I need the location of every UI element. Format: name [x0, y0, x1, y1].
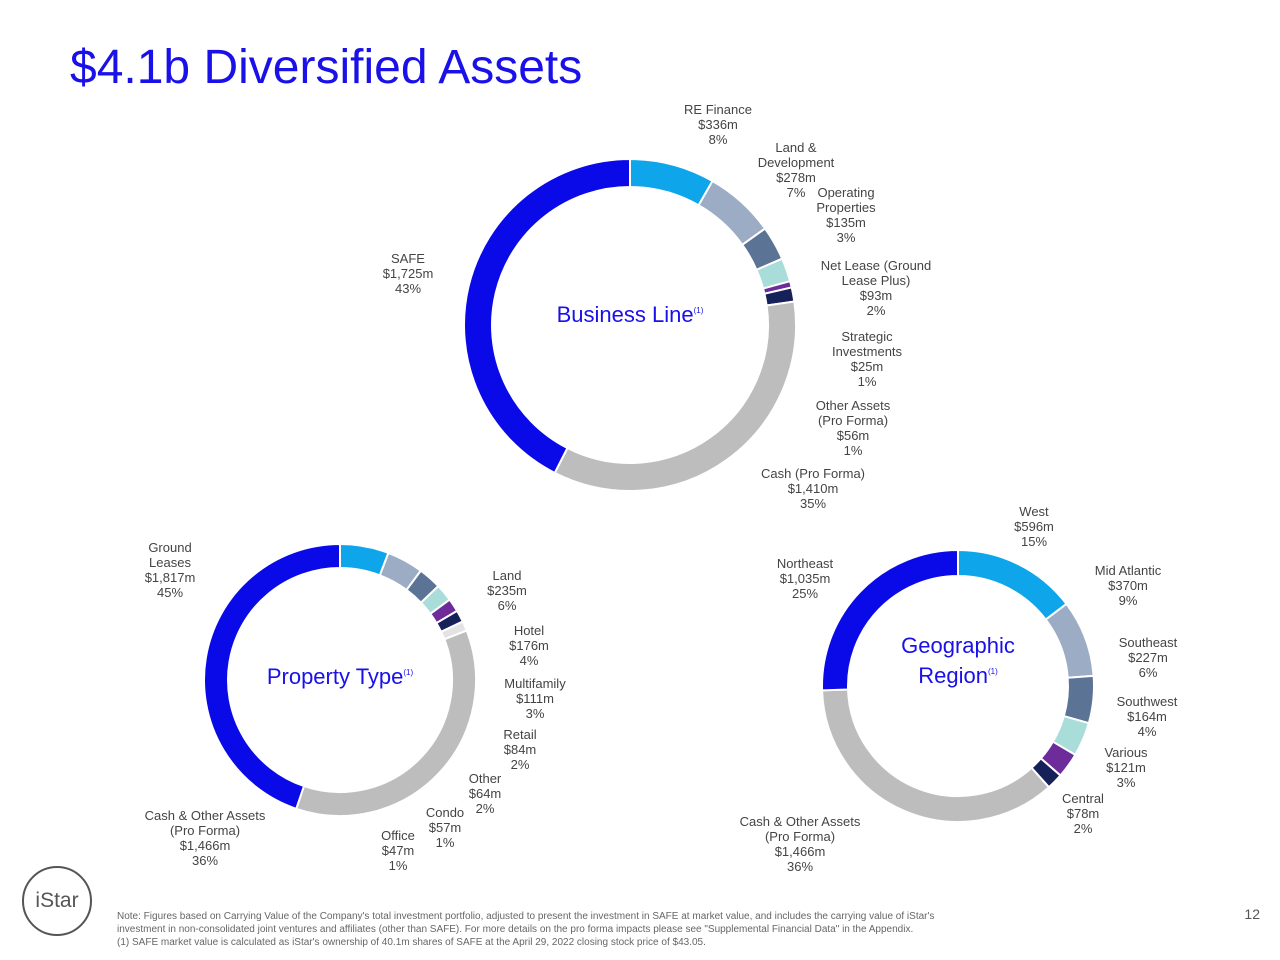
footnote-line: investment in non-consolidated joint ven…	[117, 924, 914, 935]
slice-label: Central $78m 2%	[1062, 791, 1104, 836]
slice-label: Southeast $227m 6%	[1119, 635, 1178, 680]
donut-slice	[203, 542, 341, 811]
page-number: 12	[1244, 906, 1260, 922]
donut-slice	[1062, 674, 1095, 725]
slice-label: Various $121m 3%	[1104, 745, 1148, 790]
donut-slice	[821, 688, 1051, 823]
donut-slice	[553, 300, 797, 492]
page-title: $4.1b Diversified Assets	[70, 41, 583, 94]
slice-label: Other Assets (Pro Forma) $56m 1%	[816, 398, 891, 458]
slice-label: Strategic Investments $25m 1%	[832, 329, 903, 389]
footnote-line: (1) SAFE market value is calculated as i…	[117, 937, 706, 948]
geographic-region-donut: West $596m 15% Mid Atlantic $370m 9% Southeast…	[740, 504, 1178, 874]
donut-slice	[629, 157, 714, 207]
slice-label: Office $47m 1%	[381, 828, 415, 873]
donut-slice	[821, 548, 959, 692]
slice-label: Hotel $176m 4%	[509, 623, 549, 668]
slice-label: Retail $84m 2%	[503, 727, 536, 772]
slice-label: Land & Development $278m 7%	[758, 140, 835, 200]
donut-center-label: Property Type(1)	[267, 664, 414, 689]
slice-label: Cash & Other Assets (Pro Forma) $1,466m 36%	[740, 814, 861, 874]
slice-label: Condo $57m 1%	[426, 805, 464, 850]
business-line-donut: RE Finance $336m 8%Land & Development $278m 7…	[383, 102, 932, 511]
footnote-line: Note: Figures based on Carrying Value of…	[117, 911, 935, 922]
footnote: Note: Figures based on Carrying Value of…	[117, 910, 1207, 949]
slice-label: Operating Properties $135m 3%	[816, 185, 876, 245]
donut-slice	[1044, 602, 1095, 679]
donut-slice	[294, 629, 477, 817]
slice-label: Multifamily $111m 3%	[504, 676, 566, 721]
slice-label: Cash (Pro Forma) $1,410m 35%	[761, 466, 865, 511]
slice-label: Ground Leases $1,817m 45%	[145, 540, 196, 600]
property-type-donut: Land $235m 6% Hotel $176m 4% Multifamily $111m 3…	[145, 540, 567, 873]
slice-label: Southwest $164m 4%	[1117, 694, 1178, 739]
slice-label: Other $64m 2%	[469, 771, 502, 816]
slice-label: Cash & Other Assets (Pro Forma) $1,466m 36%	[145, 808, 266, 868]
donut-slice	[463, 157, 631, 475]
donut-center-label: Region(1)	[918, 663, 998, 688]
donut-slice	[957, 548, 1068, 622]
slice-label: SAFE $1,725m 43%	[383, 251, 434, 296]
slice-label: Land $235m 6%	[487, 568, 527, 613]
slice-label: West $596m 15%	[1014, 504, 1054, 549]
slice-label: Net Lease (Ground Lease Plus) $93m 2%	[821, 258, 932, 318]
slice-label: RE Finance $336m 8%	[684, 102, 752, 147]
slice-label: Northeast $1,035m 25%	[777, 556, 834, 601]
donut-charts: RE Finance $336m 8%Land & Development $278m 7…	[145, 102, 1178, 874]
istar-logo: iStar	[22, 866, 92, 936]
donut-center-label: Geographic	[901, 633, 1015, 658]
slice-label: Mid Atlantic $370m 9%	[1095, 563, 1162, 608]
donut-center-label: Business Line(1)	[557, 302, 704, 327]
